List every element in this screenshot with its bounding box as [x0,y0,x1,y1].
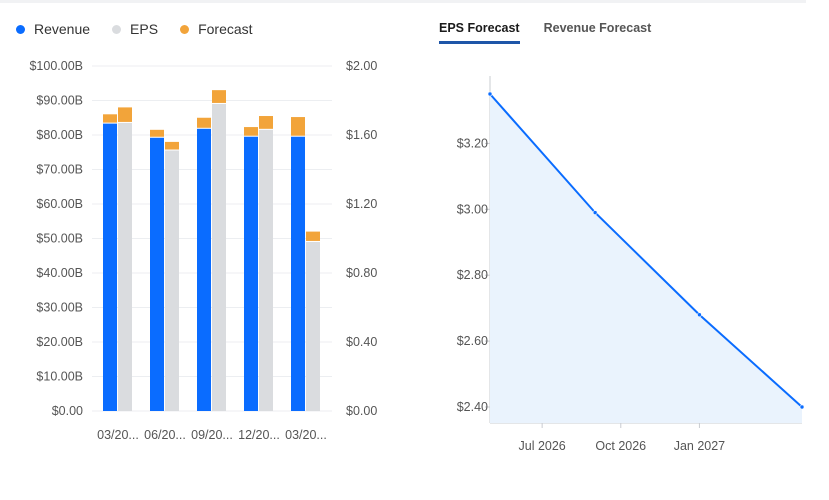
eps-forecast-marker [165,141,179,150]
eps-bar [118,122,132,412]
revenue-forecast-marker [103,114,117,123]
y-left-tick-label: $60.00B [36,197,83,211]
eps-bar [259,129,273,411]
eps-forecast-area [490,94,802,423]
y-tick-label: $3.20 [457,136,488,150]
y-tick-label: $2.80 [457,268,488,282]
y-right-tick-label: $0.00 [346,404,377,418]
legend-item-eps[interactable]: EPS [112,21,158,37]
revenue-bar [103,123,117,412]
y-left-tick-label: $50.00B [36,232,83,246]
x-tick-label: Jan 2027 [674,439,725,453]
y-tick-label: $2.40 [457,400,488,414]
eps-forecast-point [592,210,598,215]
x-tick-label: Jul 2026 [519,439,566,453]
y-right-tick-label: $0.80 [346,266,377,280]
eps-bar [212,103,226,411]
y-left-tick-label: $10.00B [36,370,83,384]
revenue-bar [150,137,164,411]
eps-bar [165,150,179,411]
legend-label-forecast: Forecast [198,21,253,37]
y-right-tick-label: $1.60 [346,128,377,142]
forecast-tabs: EPS Forecast Revenue Forecast [439,21,651,44]
y-tick-label: $3.00 [457,202,488,216]
eps-forecast-marker [259,116,273,129]
tab-revenue-forecast[interactable]: Revenue Forecast [543,21,652,35]
y-right-tick-label: $1.20 [346,197,377,211]
revenue-bar [244,136,258,411]
x-tick-label: Oct 2026 [595,439,646,453]
eps-forecast-line-chart: $2.40 $2.60 $2.80 $3.00 $3.20 Jul 2026 Oct 202… [457,76,805,453]
eps-dot-icon [112,24,122,34]
y-left-tick-label: $90.00B [36,94,83,108]
eps-forecast-line [489,93,803,408]
revenue-eps-bar-chart: $0.00 $10.00B $20.00B $30.00B $40.00B $50.00B… [29,59,377,442]
revenue-forecast-marker [291,117,305,136]
eps-forecast-point [487,91,493,97]
tab-eps-forecast[interactable]: EPS Forecast [439,21,520,44]
eps-bar [306,241,320,411]
revenue-bar [197,128,211,411]
revenue-dot-icon [16,24,25,34]
top-divider [0,0,806,3]
x-tick-label: 12/20... [238,428,280,442]
eps-forecast-point [697,312,702,318]
y-right-tick-label: $2.00 [346,59,377,73]
x-tick-label: 03/20... [97,428,139,442]
y-left-tick-label: $40.00B [36,266,83,280]
x-tick-label: 09/20... [191,428,233,442]
y-left-tick-label: $80.00B [36,128,83,142]
revenue-forecast-marker [197,117,211,128]
y-left-tick-label: $30.00B [36,301,83,315]
revenue-forecast-marker [244,127,258,136]
x-tick-label: 06/20... [144,428,186,442]
legend-label-revenue: Revenue [34,21,91,37]
y-right-tick-label: $0.40 [346,335,377,349]
y-left-tick-label: $0.00 [52,404,83,418]
revenue-forecast-marker [150,129,164,137]
y-left-tick-label: $20.00B [36,335,83,349]
legend-item-revenue[interactable]: Revenue [16,21,90,37]
forecast-dot-icon [180,24,190,34]
y-tick-label: $2.60 [457,334,488,348]
eps-forecast-marker [212,90,226,103]
legend-label-eps: EPS [130,21,159,37]
legend-item-forecast[interactable]: Forecast [180,21,253,37]
x-tick-label: 03/20... [285,428,327,442]
eps-forecast-marker [306,231,320,241]
y-left-tick-label: $70.00B [36,163,83,177]
chart-legend: Revenue EPS Forecast [16,21,253,37]
y-left-tick-label: $100.00B [29,59,83,73]
eps-forecast-marker [118,107,132,122]
revenue-bar [291,136,305,411]
eps-forecast-point [799,404,805,410]
